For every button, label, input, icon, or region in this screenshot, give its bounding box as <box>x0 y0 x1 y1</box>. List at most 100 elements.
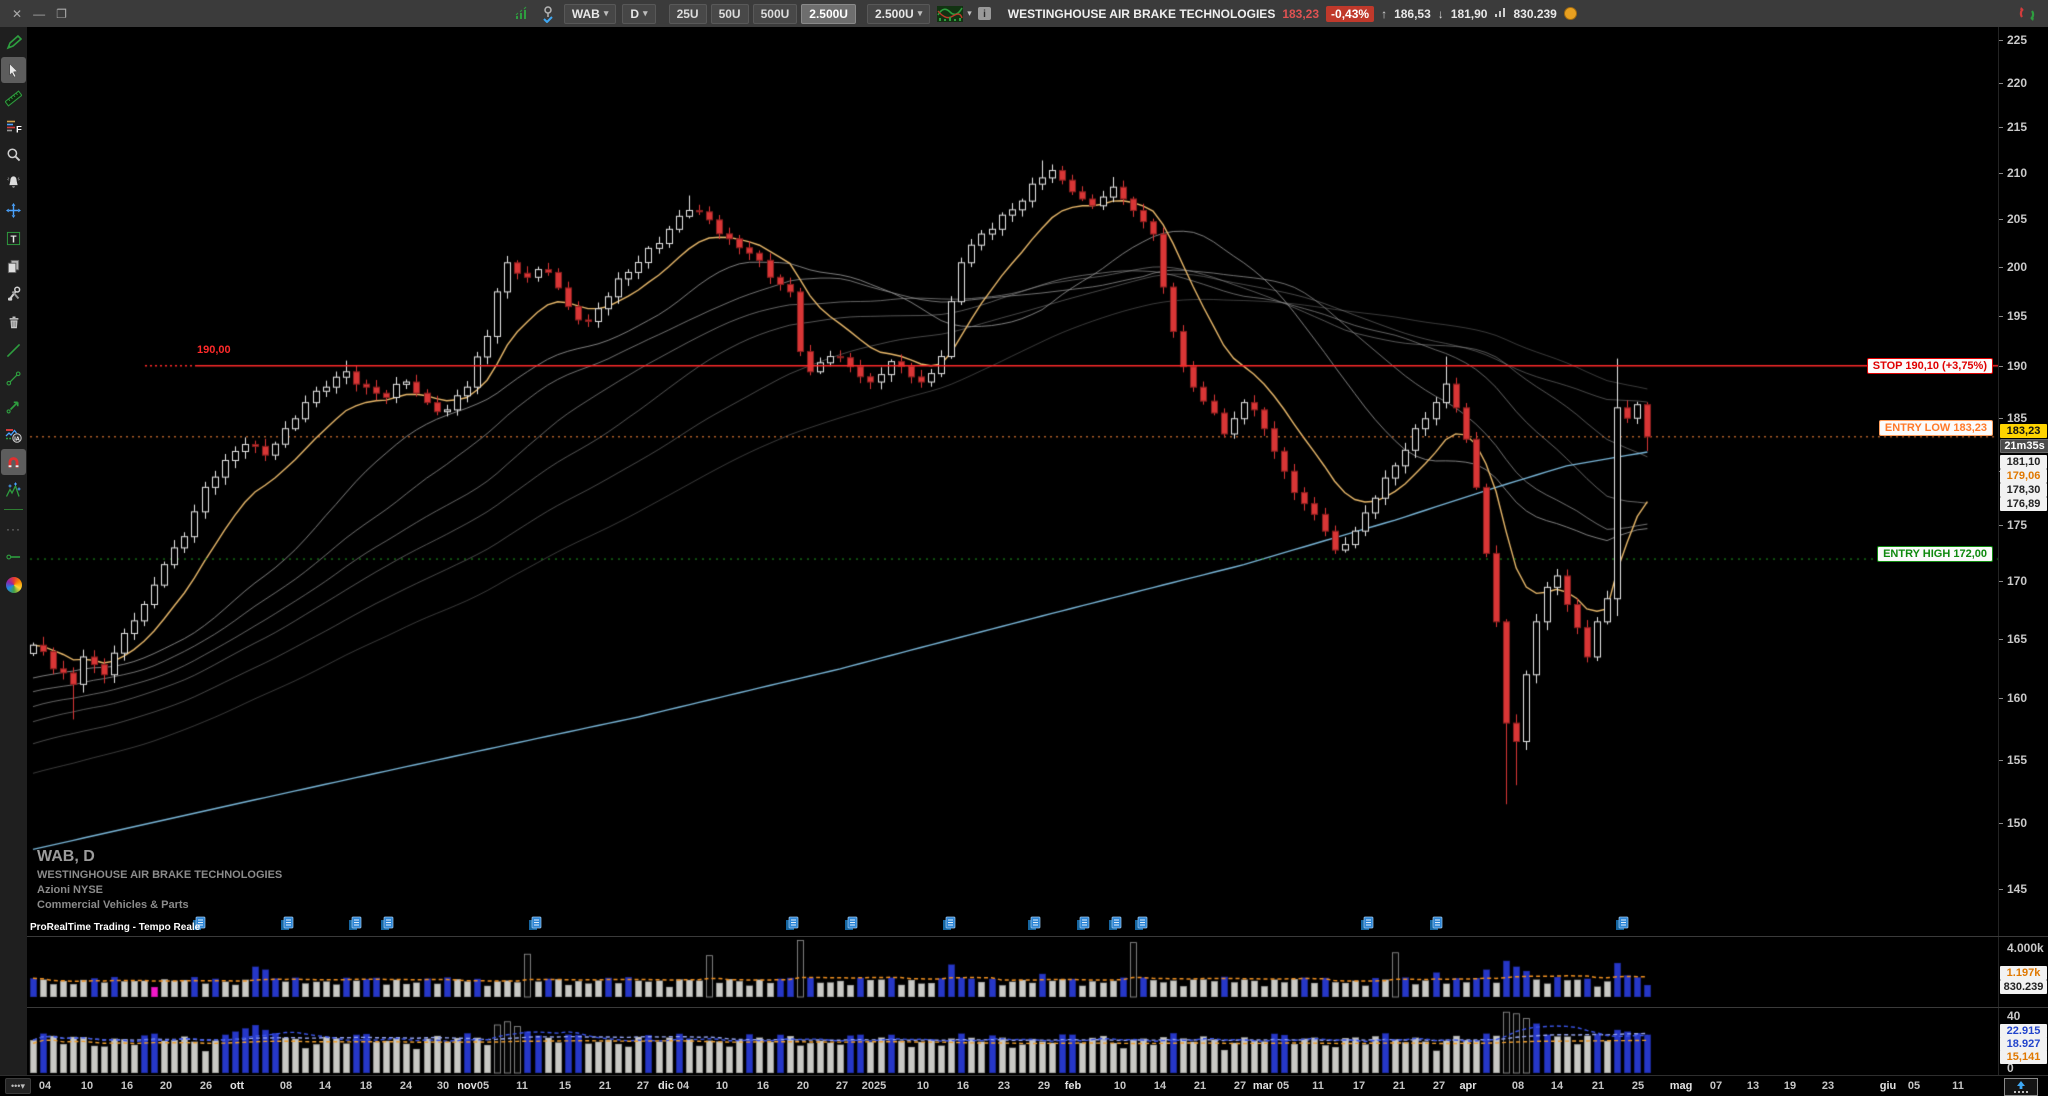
close-window-icon[interactable]: ✕ <box>12 6 23 21</box>
more-dots-icon[interactable]: ··· <box>6 522 21 536</box>
date-label: 08 <box>279 1080 293 1092</box>
alert-bell-icon[interactable] <box>1 169 26 195</box>
date-label: 30 <box>436 1080 450 1092</box>
svg-text:T: T <box>10 234 16 245</box>
date-label: dic <box>658 1080 674 1092</box>
zoom-2500u-button[interactable]: 2.500U <box>801 3 856 24</box>
date-label: 24 <box>399 1080 413 1092</box>
date-label: 10 <box>916 1080 930 1092</box>
search-icon[interactable] <box>1 141 26 167</box>
zoom-50u-button[interactable]: 50U <box>710 3 749 24</box>
panel-scale-label: 40 <box>2007 1009 2021 1023</box>
news-icon[interactable] <box>1615 916 1629 936</box>
symbol-selector[interactable]: WAB ▾ <box>563 3 617 24</box>
news-icon[interactable] <box>1027 916 1041 936</box>
panel-scale-label: 4.000k <box>2007 941 2044 955</box>
date-label: 19 <box>1783 1080 1797 1092</box>
date-label: 11 <box>1952 1080 1964 1092</box>
panel-separator[interactable] <box>27 1007 2048 1008</box>
date-label: 16 <box>956 1080 970 1092</box>
date-label: 25 <box>1631 1080 1645 1092</box>
price-tick-label: 160 <box>2007 691 2028 705</box>
price-tick-label: 170 <box>2007 574 2028 588</box>
news-icon[interactable] <box>528 916 542 936</box>
restore-window-icon[interactable]: ❐ <box>56 6 67 21</box>
price-tick-mark <box>1999 525 2003 526</box>
timeframe-selector[interactable]: D ▾ <box>622 3 656 24</box>
cursor-icon[interactable] <box>1 57 26 83</box>
chevron-down-icon: ▾ <box>917 8 923 18</box>
date-label: 26 <box>199 1080 213 1092</box>
news-icon[interactable] <box>348 916 362 936</box>
news-icon[interactable] <box>380 916 394 936</box>
news-icon[interactable] <box>192 916 206 936</box>
ruler-icon[interactable] <box>1 85 26 111</box>
indicators-f-icon[interactable]: F <box>1 113 26 139</box>
news-icon[interactable] <box>1134 916 1148 936</box>
stop-order-label[interactable]: STOP 190,10 (+3,75%) <box>1866 358 1993 374</box>
news-icon[interactable] <box>844 916 858 936</box>
quote-strip: WESTINGHOUSE AIR BRAKE TECHNOLOGIES 183,… <box>1008 5 1577 22</box>
toolbar-separator <box>4 509 23 510</box>
link-instrument-icon[interactable] <box>537 3 559 25</box>
zigzag-ia-icon[interactable]: IA <box>1 421 26 447</box>
volume-ma-badge: 1.197k <box>2000 966 2047 980</box>
date-label: 20 <box>796 1080 810 1092</box>
panel-separator[interactable] <box>27 936 2048 937</box>
trendline-icon[interactable] <box>1 337 26 363</box>
price-tick-label: 215 <box>2007 120 2028 134</box>
price-chart-canvas[interactable] <box>27 27 1998 1075</box>
stop-line-left-price[interactable]: 190,00 <box>197 344 231 356</box>
news-icon[interactable] <box>1360 916 1374 936</box>
peaks-icon[interactable] <box>1 477 26 503</box>
tools-icon[interactable] <box>1 281 26 307</box>
move-icon[interactable] <box>1 197 26 223</box>
draw-pencil-icon[interactable] <box>1 29 26 55</box>
market-depth-icon[interactable] <box>511 3 533 25</box>
horizontal-line-icon[interactable] <box>1 544 26 570</box>
zoom-500u-button[interactable]: 500U <box>752 3 798 24</box>
duplicate-icon[interactable] <box>1 253 26 279</box>
delete-trash-icon[interactable] <box>1 309 26 335</box>
news-icon[interactable] <box>1076 916 1090 936</box>
platform-brand: ProRealTime Trading - Tempo Reale <box>30 922 201 933</box>
minimize-window-icon[interactable]: — <box>33 6 46 21</box>
news-icon[interactable] <box>1108 916 1122 936</box>
date-label: apr <box>1459 1080 1477 1092</box>
date-label: 23 <box>997 1080 1011 1092</box>
scroll-to-end-button[interactable] <box>2004 1078 2038 1096</box>
text-tool-icon[interactable]: T <box>1 225 26 251</box>
price-tick-mark <box>1999 83 2003 84</box>
axis-options-button[interactable]: •••▾ <box>5 1078 31 1094</box>
units-selector[interactable]: 2.500U ▾ <box>866 3 931 24</box>
zoom-25u-button[interactable]: 25U <box>668 3 707 24</box>
refresh-icon[interactable] <box>2016 3 2038 25</box>
chevron-down-icon[interactable]: ▾ <box>967 8 972 18</box>
news-icon[interactable] <box>785 916 799 936</box>
price-tick-label: 190 <box>2007 359 2028 373</box>
trend-arrow-icon[interactable] <box>1 393 26 419</box>
time-axis[interactable]: •••▾ 04 10 16 20 26 ott 08 14 18 24 30 nov 05 11 15 21 2… <box>0 1075 2048 1096</box>
segment-icon[interactable] <box>1 365 26 391</box>
magnet-icon[interactable] <box>1 449 26 475</box>
chart-style-icon[interactable] <box>935 3 965 25</box>
chart-area: WAB, D WESTINGHOUSE AIR BRAKE TECHNOLOGI… <box>27 27 2048 1075</box>
date-label: 14 <box>1153 1080 1167 1092</box>
news-icon[interactable] <box>280 916 294 936</box>
date-label: feb <box>1064 1080 1082 1092</box>
news-icon[interactable] <box>942 916 956 936</box>
entry-high-label[interactable]: ENTRY HIGH 172,00 <box>1877 546 1993 562</box>
entry-low-label[interactable]: ENTRY LOW 183,23 <box>1878 420 1993 436</box>
price-tick-mark <box>1999 173 2003 174</box>
chevron-down-icon: ▾ <box>603 8 609 18</box>
color-wheel-icon[interactable] <box>1 572 26 598</box>
news-icon[interactable] <box>1429 916 1443 936</box>
info-icon[interactable]: i <box>974 3 996 25</box>
ma-value-badge: 176,89 <box>2000 497 2047 511</box>
price-axis[interactable]: 2252202152102052001951901851801751701651… <box>1998 27 2048 1075</box>
left-drawing-toolbar: F T IA ··· <box>0 27 28 1075</box>
ma-value-badge: 179,06 <box>2000 469 2047 483</box>
price-tick-label: 145 <box>2007 882 2028 896</box>
price-tick-label: 195 <box>2007 309 2028 323</box>
